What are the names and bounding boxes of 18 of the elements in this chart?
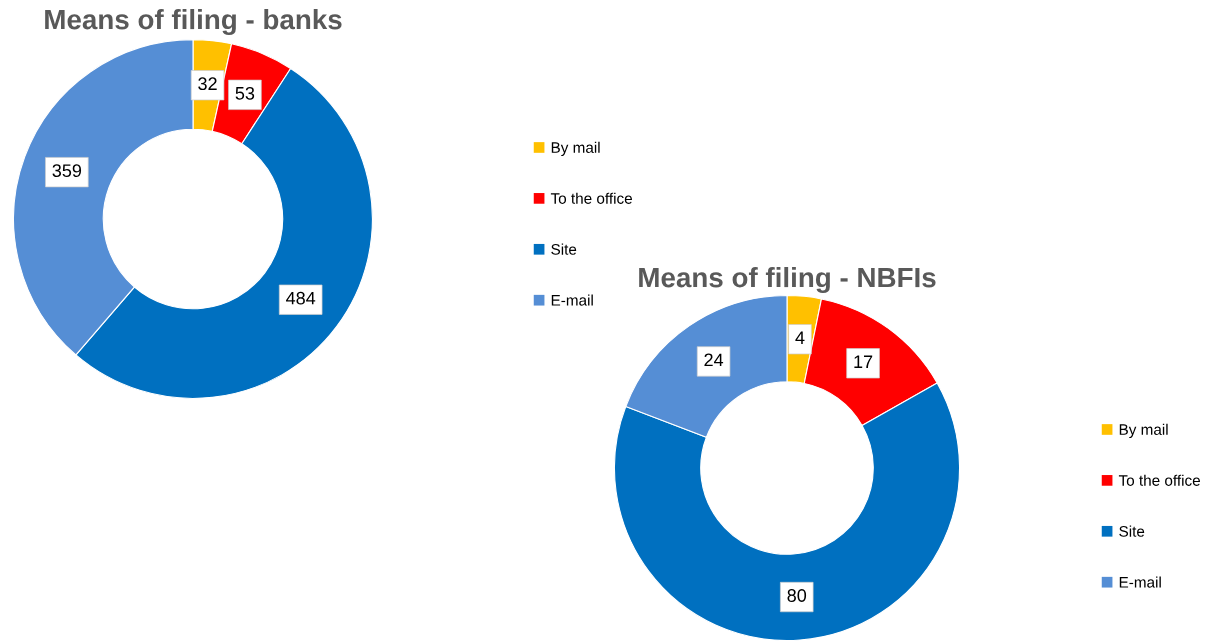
legend-label: E-mail: [551, 294, 593, 306]
legend-label: By mail: [1119, 423, 1168, 438]
data-label: 80: [787, 589, 807, 602]
legend-label: E-mail: [1119, 576, 1161, 588]
data-label: 4: [795, 331, 805, 344]
legend-label: Site: [1119, 525, 1145, 537]
data-label: 24: [704, 353, 724, 367]
legend-label: Site: [551, 243, 577, 255]
data-label: 53: [235, 86, 255, 100]
chart-title: Means of filing - NBFIs: [639, 266, 936, 294]
legend-label: To the office: [1118, 474, 1200, 486]
data-label: 32: [198, 77, 217, 91]
data-label: 484: [286, 291, 316, 305]
data-label: 17: [854, 355, 873, 368]
data-label: 359: [52, 164, 82, 178]
chart-title: Means of filing - banks: [45, 8, 342, 36]
legend-label: To the office: [550, 192, 632, 204]
legend-label: By mail: [551, 141, 600, 156]
